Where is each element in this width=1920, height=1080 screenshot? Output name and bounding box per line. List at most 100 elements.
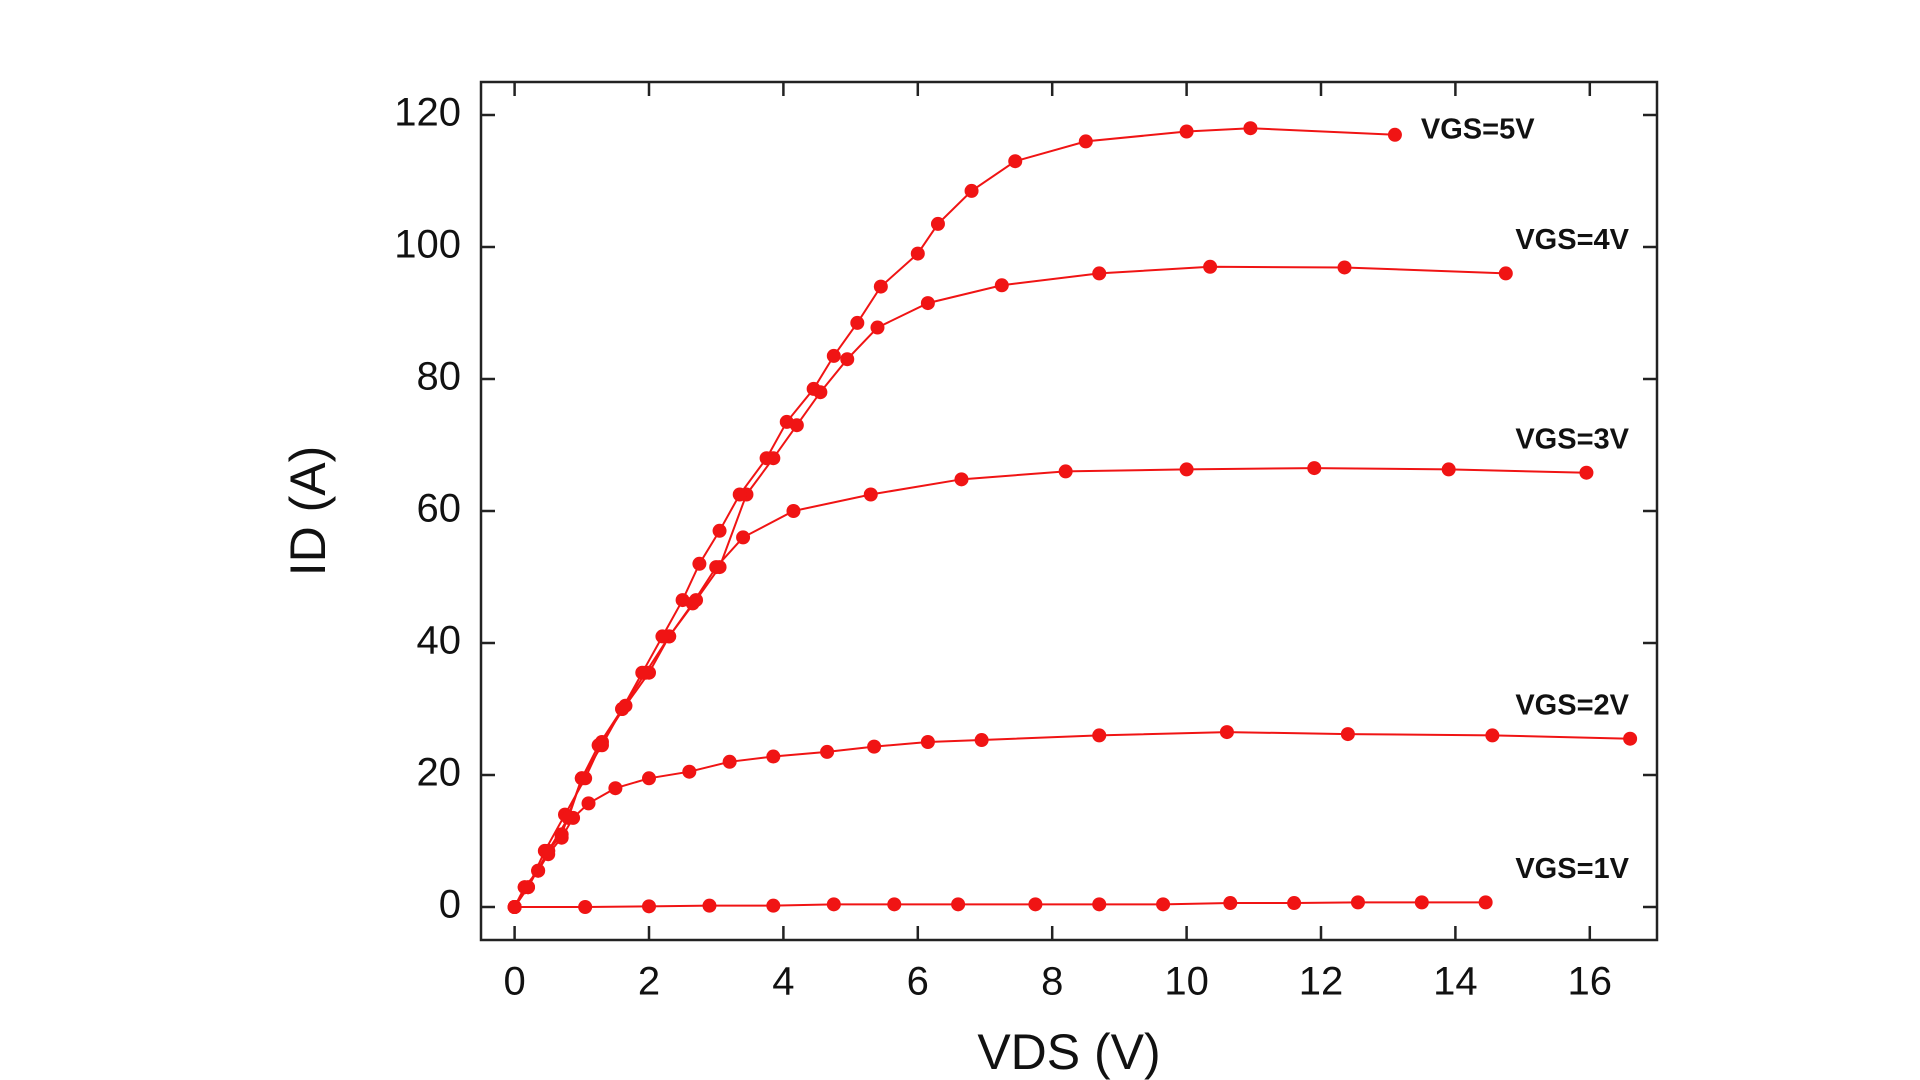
data-point xyxy=(1203,259,1218,274)
data-point xyxy=(786,504,801,518)
data-point xyxy=(1498,266,1513,281)
data-point xyxy=(887,897,902,912)
data-point xyxy=(1008,154,1023,169)
data-point xyxy=(521,880,536,895)
data-point xyxy=(635,665,650,680)
data-point xyxy=(642,771,656,786)
data-point xyxy=(682,764,697,779)
y-tick-label: 120 xyxy=(394,91,461,135)
y-tick-label: 20 xyxy=(417,751,462,795)
series-line xyxy=(513,467,1587,908)
data-point xyxy=(1092,266,1107,281)
x-tick-label: 14 xyxy=(1433,960,1478,1004)
data-point xyxy=(951,897,966,912)
data-point xyxy=(873,279,888,294)
data-point xyxy=(581,796,596,811)
data-point xyxy=(1179,124,1194,139)
data-point xyxy=(994,278,1009,293)
series-label: VGS=5V xyxy=(1421,113,1535,145)
data-point xyxy=(608,781,623,796)
data-point xyxy=(1156,897,1171,912)
series-label: VGS=3V xyxy=(1515,423,1629,455)
data-point xyxy=(766,749,781,764)
series-line xyxy=(513,731,1631,908)
data-point xyxy=(574,771,589,786)
data-point xyxy=(541,843,556,858)
data-point xyxy=(1219,725,1234,740)
data-point xyxy=(1058,464,1073,479)
data-point xyxy=(1223,896,1238,911)
data-point xyxy=(675,593,690,608)
data-point xyxy=(920,735,935,749)
data-point xyxy=(759,451,774,466)
x-tick-label: 16 xyxy=(1568,960,1613,1004)
data-point xyxy=(1243,121,1258,136)
data-point xyxy=(1350,895,1365,910)
data-point xyxy=(1092,897,1107,912)
data-point xyxy=(712,523,727,538)
data-point xyxy=(1387,127,1402,142)
data-point xyxy=(779,414,794,429)
x-tick-label: 0 xyxy=(503,960,525,1004)
data-point xyxy=(867,739,882,754)
y-axis-title: ID (A) xyxy=(280,446,336,577)
data-point xyxy=(702,898,717,913)
x-tick-label: 2 xyxy=(638,960,660,1004)
data-point xyxy=(826,348,841,363)
data-point xyxy=(910,246,925,261)
data-point xyxy=(920,296,935,311)
data-point xyxy=(1179,462,1194,477)
y-tick-label: 40 xyxy=(417,619,462,663)
data-point xyxy=(826,897,841,912)
y-tick-label: 60 xyxy=(417,487,462,531)
data-point xyxy=(806,381,821,396)
data-point xyxy=(642,899,656,914)
series-line xyxy=(514,901,1486,908)
y-tick-label: 0 xyxy=(439,883,461,927)
data-point xyxy=(766,898,781,913)
data-point xyxy=(1414,895,1429,910)
data-point xyxy=(1579,465,1594,480)
data-point xyxy=(1478,895,1493,910)
data-point xyxy=(615,702,630,716)
data-point xyxy=(736,530,751,545)
data-point xyxy=(870,320,885,335)
plot-frame xyxy=(479,80,1659,942)
series-line xyxy=(513,265,1506,908)
data-point xyxy=(930,216,945,231)
data-point xyxy=(954,472,969,487)
data-point xyxy=(1337,260,1352,275)
data-point xyxy=(820,744,835,759)
data-point xyxy=(692,556,707,571)
y-tick-label: 100 xyxy=(394,223,461,267)
data-point xyxy=(732,487,747,502)
x-axis-title: VDS (V) xyxy=(977,1024,1160,1080)
data-point xyxy=(1485,728,1500,743)
data-point xyxy=(1078,134,1093,149)
series-label: VGS=2V xyxy=(1515,689,1629,721)
data-point xyxy=(850,315,865,330)
data-point xyxy=(594,738,609,753)
data-point xyxy=(722,754,737,769)
data-point xyxy=(964,183,979,198)
data-point xyxy=(689,593,704,608)
data-point xyxy=(554,827,569,842)
data-point xyxy=(1287,896,1302,911)
x-tick-label: 8 xyxy=(1041,960,1063,1004)
data-point xyxy=(1028,897,1043,912)
data-point xyxy=(1340,727,1355,742)
data-point xyxy=(1092,728,1107,743)
data-point xyxy=(712,560,727,575)
data-point xyxy=(1441,462,1456,477)
data-point xyxy=(561,810,576,825)
y-tick-label: 80 xyxy=(417,355,462,399)
series-label: VGS=4V xyxy=(1515,224,1629,256)
x-tick-label: 10 xyxy=(1164,960,1209,1004)
data-point xyxy=(578,900,593,914)
x-tick-label: 6 xyxy=(907,960,929,1004)
data-point xyxy=(840,352,855,367)
x-tick-label: 12 xyxy=(1299,960,1344,1004)
data-point xyxy=(1623,731,1638,746)
series-label: VGS=1V xyxy=(1515,853,1629,885)
